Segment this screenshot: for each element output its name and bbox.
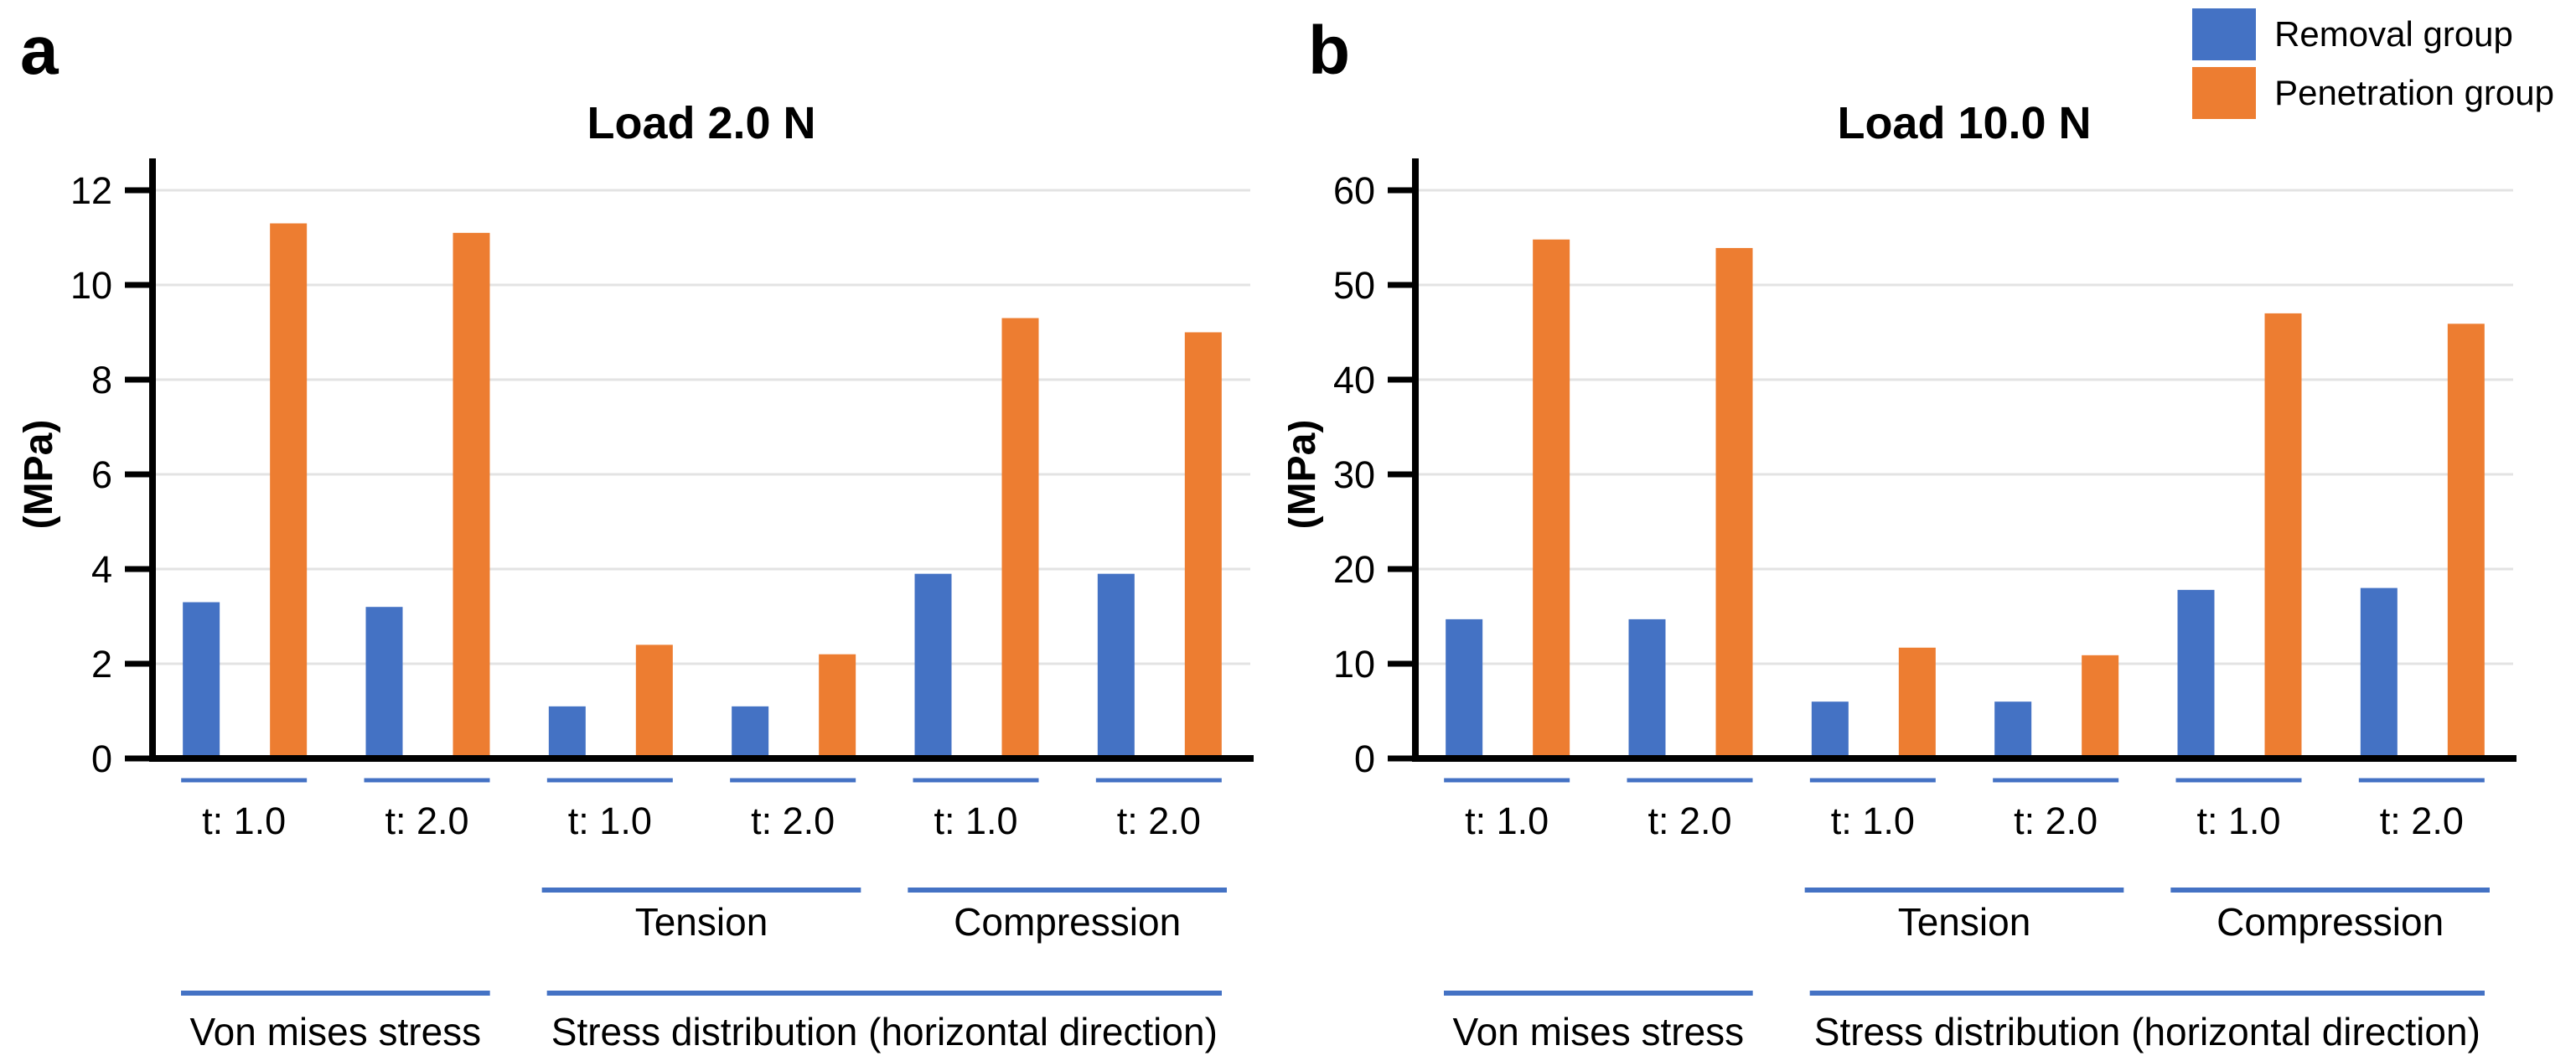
y-tick-10 bbox=[1388, 660, 1415, 667]
bar-penetration-g1 bbox=[1715, 247, 1753, 758]
y-tick-label-4: 4 bbox=[91, 548, 112, 591]
y-axis-title: (MPa) bbox=[1288, 420, 1324, 530]
bar-removal-g0 bbox=[183, 602, 220, 758]
category-label-g3: t: 2.0 bbox=[2014, 800, 2098, 842]
category-label-g4: t: 1.0 bbox=[934, 800, 1017, 842]
bar-removal-g4 bbox=[914, 573, 952, 758]
chart-load-2n: 0 2 4 6 8 10 12 Load 2.0 N (MPa) t: 1.0 t: 2.0 t: 1… bbox=[17, 98, 1254, 1053]
bar-removal-g2 bbox=[1811, 701, 1849, 758]
y-tick-label-40: 40 bbox=[1333, 359, 1375, 401]
legend-label-removal: Removal group bbox=[2274, 14, 2513, 54]
y-axis-line bbox=[1412, 158, 1419, 762]
bar-removal-g3 bbox=[732, 706, 769, 758]
y-tick-label-10: 10 bbox=[70, 264, 112, 307]
y-tick-6 bbox=[125, 471, 153, 478]
y-tick-20 bbox=[1388, 566, 1415, 572]
y-tick-label-0: 0 bbox=[1354, 738, 1375, 780]
y-tick-8 bbox=[125, 376, 153, 383]
bar-penetration-g4 bbox=[2264, 313, 2302, 758]
bar-penetration-g2 bbox=[635, 644, 673, 758]
y-axis-title: (MPa) bbox=[17, 420, 61, 530]
y-tick-10 bbox=[125, 282, 153, 288]
chart-title: Load 2.0 N bbox=[587, 98, 815, 148]
bar-penetration-g3 bbox=[2082, 655, 2119, 758]
category-label-g4: t: 1.0 bbox=[2196, 800, 2280, 842]
y-tick-0 bbox=[125, 755, 153, 762]
bar-removal-g1 bbox=[1628, 618, 1666, 758]
bar-penetration-g3 bbox=[819, 654, 856, 758]
section-tier-label-0: Von mises stress bbox=[189, 1010, 481, 1053]
y-tick-12 bbox=[125, 187, 153, 194]
category-label-g0: t: 1.0 bbox=[1465, 800, 1549, 842]
panel-b: b 0 10 20 30 40 50 60 Load 10.0 N (MPa) t: 1.0 t: … bbox=[1288, 0, 2576, 1061]
bar-removal-g0 bbox=[1446, 618, 1483, 758]
category-label-g2: t: 1.0 bbox=[1831, 800, 1915, 842]
group-tier-label-0: Tension bbox=[635, 900, 768, 944]
chart-load-10n: 0 10 20 30 40 50 60 Load 10.0 N (MPa) t: 1.0 t: 2.… bbox=[1288, 98, 2517, 1053]
category-label-g5: t: 2.0 bbox=[1117, 800, 1201, 842]
y-tick-2 bbox=[125, 660, 153, 667]
category-label-g2: t: 1.0 bbox=[568, 800, 652, 842]
y-tick-label-50: 50 bbox=[1333, 264, 1375, 307]
legend-label-penetration: Penetration group bbox=[2274, 73, 2554, 112]
penetration-swatch-icon bbox=[2192, 67, 2257, 119]
y-tick-label-8: 8 bbox=[91, 359, 112, 401]
bar-removal-g1 bbox=[365, 607, 403, 758]
bar-penetration-g5 bbox=[1184, 332, 1222, 758]
panel-a: a 0 2 4 6 8 10 12 Load 2.0 N (MPa) t: 1.0 t: 2.0 t:… bbox=[17, 13, 1254, 1053]
y-tick-4 bbox=[125, 566, 153, 572]
bar-penetration-g1 bbox=[453, 232, 490, 759]
category-label-g0: t: 1.0 bbox=[202, 800, 286, 842]
bar-penetration-g0 bbox=[270, 223, 308, 758]
bar-penetration-g0 bbox=[1533, 239, 1570, 758]
y-tick-60 bbox=[1388, 187, 1415, 194]
y-tick-50 bbox=[1388, 282, 1415, 288]
panel-b-label: b bbox=[1308, 13, 1351, 89]
panel-a-label: a bbox=[20, 13, 59, 89]
bar-removal-g2 bbox=[548, 706, 586, 758]
legend: Removal group Penetration group bbox=[2192, 8, 2554, 119]
y-tick-label-0: 0 bbox=[91, 738, 112, 780]
group-tier-label-0: Tension bbox=[1898, 900, 2031, 944]
bar-removal-g5 bbox=[2360, 587, 2398, 758]
chart-title: Load 10.0 N bbox=[1837, 98, 2091, 148]
bar-removal-g3 bbox=[1994, 701, 2032, 758]
bar-removal-g5 bbox=[1097, 573, 1135, 758]
y-axis-line bbox=[149, 158, 156, 762]
y-tick-40 bbox=[1388, 376, 1415, 383]
category-label-g1: t: 2.0 bbox=[1648, 800, 1731, 842]
group-tier-label-1: Compression bbox=[954, 900, 1181, 944]
y-tick-label-12: 12 bbox=[70, 169, 112, 212]
group-tier-label-1: Compression bbox=[2216, 900, 2444, 944]
y-tick-label-6: 6 bbox=[91, 453, 112, 496]
category-label-g5: t: 2.0 bbox=[2380, 800, 2464, 842]
bar-removal-g4 bbox=[2177, 589, 2215, 758]
y-tick-30 bbox=[1388, 471, 1415, 478]
y-tick-label-60: 60 bbox=[1333, 169, 1375, 212]
section-tier-label-1: Stress distribution (horizontal directio… bbox=[1814, 1010, 2480, 1053]
section-tier-label-0: Von mises stress bbox=[1452, 1010, 1744, 1053]
y-tick-label-10: 10 bbox=[1333, 643, 1375, 686]
bar-penetration-g4 bbox=[1001, 318, 1039, 758]
y-tick-label-30: 30 bbox=[1333, 453, 1375, 496]
legend-item-penetration: Penetration group bbox=[2192, 67, 2554, 119]
category-label-g1: t: 2.0 bbox=[385, 800, 468, 842]
bar-penetration-g5 bbox=[2447, 323, 2485, 759]
y-tick-label-20: 20 bbox=[1333, 548, 1375, 591]
bar-penetration-g2 bbox=[1898, 647, 1936, 758]
x-axis-line bbox=[149, 755, 1254, 762]
category-label-g3: t: 2.0 bbox=[751, 800, 835, 842]
section-tier-label-1: Stress distribution (horizontal directio… bbox=[551, 1010, 1218, 1053]
removal-swatch-icon bbox=[2192, 8, 2257, 60]
y-tick-label-2: 2 bbox=[91, 643, 112, 686]
legend-item-removal: Removal group bbox=[2192, 8, 2554, 60]
x-axis-line bbox=[1412, 755, 2517, 762]
y-tick-0 bbox=[1388, 755, 1415, 762]
